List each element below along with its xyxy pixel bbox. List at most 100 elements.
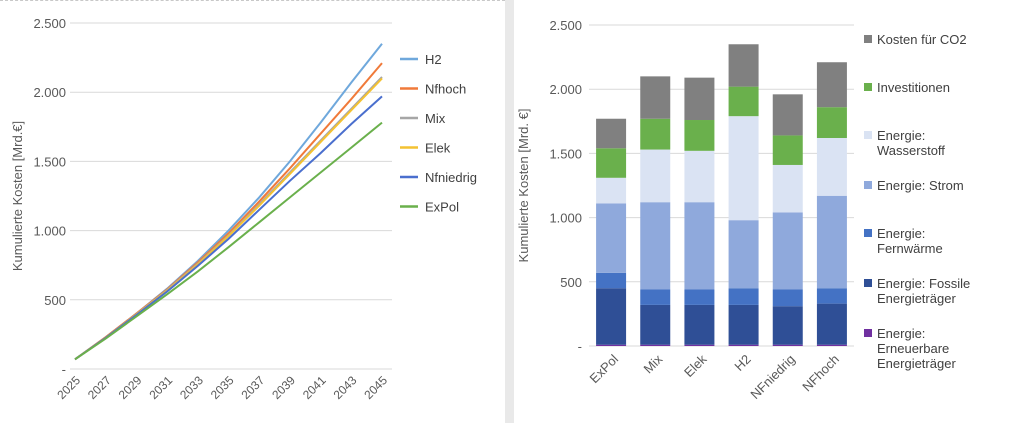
- bar-segment: [640, 304, 671, 345]
- bar-segment: [728, 116, 759, 221]
- bar-segment: [816, 137, 847, 196]
- y-axis-label: Kumulierte Kosten [Mrd. €]: [516, 109, 531, 263]
- legend-label: Energie: Fossile: [877, 276, 970, 291]
- legend-label: Energieträger: [877, 356, 956, 371]
- legend-swatch: [864, 35, 872, 43]
- y-tick-label: 500: [560, 275, 582, 290]
- y-tick-label: 2.000: [549, 82, 582, 97]
- bar-segment: [772, 344, 803, 346]
- legend-label: Kosten für CO2: [877, 32, 967, 47]
- panel-divider: [505, 0, 514, 423]
- bar-segment: [816, 195, 847, 289]
- bar-segment: [772, 94, 803, 136]
- bar-segment: [684, 77, 715, 121]
- bar-segment: [640, 202, 671, 290]
- y-tick-label: -: [62, 362, 66, 377]
- legend-label: Energie:: [877, 326, 925, 341]
- bar-segment: [772, 306, 803, 345]
- y-tick-label: 2.000: [33, 85, 66, 100]
- line-chart-panel: - 500 1.000 1.500 2.000 2.500 2025 2027 2029 2031…: [0, 0, 505, 423]
- bar-chart-panel: - 500 1.000 1.500 2.000 2.500 Kumulierte Koste…: [514, 0, 1024, 423]
- bar-segment: [640, 289, 671, 305]
- series-line: [74, 76, 383, 361]
- bar-segment: [728, 288, 759, 305]
- legend-label: Energie:: [877, 226, 925, 241]
- legend-label: Mix: [425, 111, 446, 126]
- bar-segment: [728, 220, 759, 289]
- legend-label: Energie: Strom: [877, 178, 964, 193]
- bar-segment: [728, 44, 759, 87]
- y-axis-label: Kumulierte Kosten [Mrd.€]: [10, 121, 25, 271]
- y-tick-label: 1.500: [33, 154, 66, 169]
- y-tick-label: 2.500: [549, 18, 582, 33]
- bar-segment: [596, 148, 627, 178]
- y-tick-label: 1.000: [549, 211, 582, 226]
- legend-label: ExPol: [425, 200, 459, 215]
- bar-segment: [596, 288, 627, 345]
- x-tick-label: 2037: [239, 373, 268, 402]
- bar-segment: [772, 212, 803, 290]
- bar-segment: [684, 120, 715, 151]
- bar-segment: [772, 289, 803, 307]
- bar-segment: [728, 344, 759, 346]
- x-tick-label: 2045: [361, 373, 390, 402]
- legend-label: Nfniedrig: [425, 170, 477, 185]
- bar-segment: [772, 164, 803, 213]
- legend-label: Investitionen: [877, 80, 950, 95]
- bar-segment: [816, 107, 847, 138]
- legend-swatch: [864, 229, 872, 237]
- series-line: [74, 43, 383, 361]
- legend-label: Energie:: [877, 128, 925, 143]
- bar-segment: [596, 177, 627, 204]
- bar-segment: [640, 118, 671, 150]
- x-tick-label: 2039: [269, 373, 298, 402]
- legend-label: Elek: [425, 141, 451, 156]
- x-tick-label: Elek: [681, 351, 710, 380]
- bar-segment: [728, 304, 759, 345]
- x-tick-label: ExPol: [587, 351, 622, 386]
- x-tick-label: NFniedrig: [747, 352, 797, 402]
- line-chart: - 500 1.000 1.500 2.000 2.500 2025 2027 2029 2031…: [10, 16, 477, 402]
- x-tick-label: 2041: [300, 373, 329, 402]
- x-tick-label: 2035: [208, 373, 237, 402]
- bar-segment: [596, 344, 627, 346]
- bar-segment: [640, 344, 671, 346]
- bar-segment: [816, 303, 847, 345]
- legend-swatch: [864, 83, 872, 91]
- bar-segment: [772, 135, 803, 165]
- bar-segment: [684, 344, 715, 346]
- y-tick-label: 1.000: [33, 224, 66, 239]
- legend-label: Fernwärme: [877, 241, 943, 256]
- bar-segment: [596, 118, 627, 149]
- y-tick-label: 2.500: [33, 16, 66, 31]
- y-tick-label: -: [578, 339, 582, 354]
- bar-segment: [684, 202, 715, 290]
- x-tick-label: H2: [731, 352, 753, 374]
- bar-segment: [816, 288, 847, 304]
- legend-label: Erneuerbare: [877, 341, 949, 356]
- y-tick-label: 1.500: [549, 146, 582, 161]
- legend-label: Energieträger: [877, 291, 956, 306]
- legend-swatch: [864, 131, 872, 139]
- bar-segment: [596, 203, 627, 273]
- bar-segment: [640, 149, 671, 203]
- x-tick-label: 2043: [331, 373, 360, 402]
- series-line: [74, 62, 383, 361]
- bar-segment: [816, 62, 847, 108]
- y-tick-label: 500: [44, 293, 66, 308]
- x-tick-label: 2029: [116, 373, 145, 402]
- stacked-bar-chart: - 500 1.000 1.500 2.000 2.500 Kumulierte Koste…: [516, 18, 970, 402]
- legend-swatch: [864, 329, 872, 337]
- legend-swatch: [864, 279, 872, 287]
- series-line: [74, 77, 383, 361]
- legend-label: Nfhoch: [425, 82, 466, 97]
- series-line: [74, 95, 383, 361]
- x-tick-label: 2033: [177, 373, 206, 402]
- series-line: [74, 121, 383, 361]
- x-tick-label: 2025: [54, 373, 83, 402]
- bar-segment: [640, 76, 671, 119]
- bar-segment: [684, 304, 715, 345]
- legend-swatch: [864, 181, 872, 189]
- bar-segment: [684, 150, 715, 203]
